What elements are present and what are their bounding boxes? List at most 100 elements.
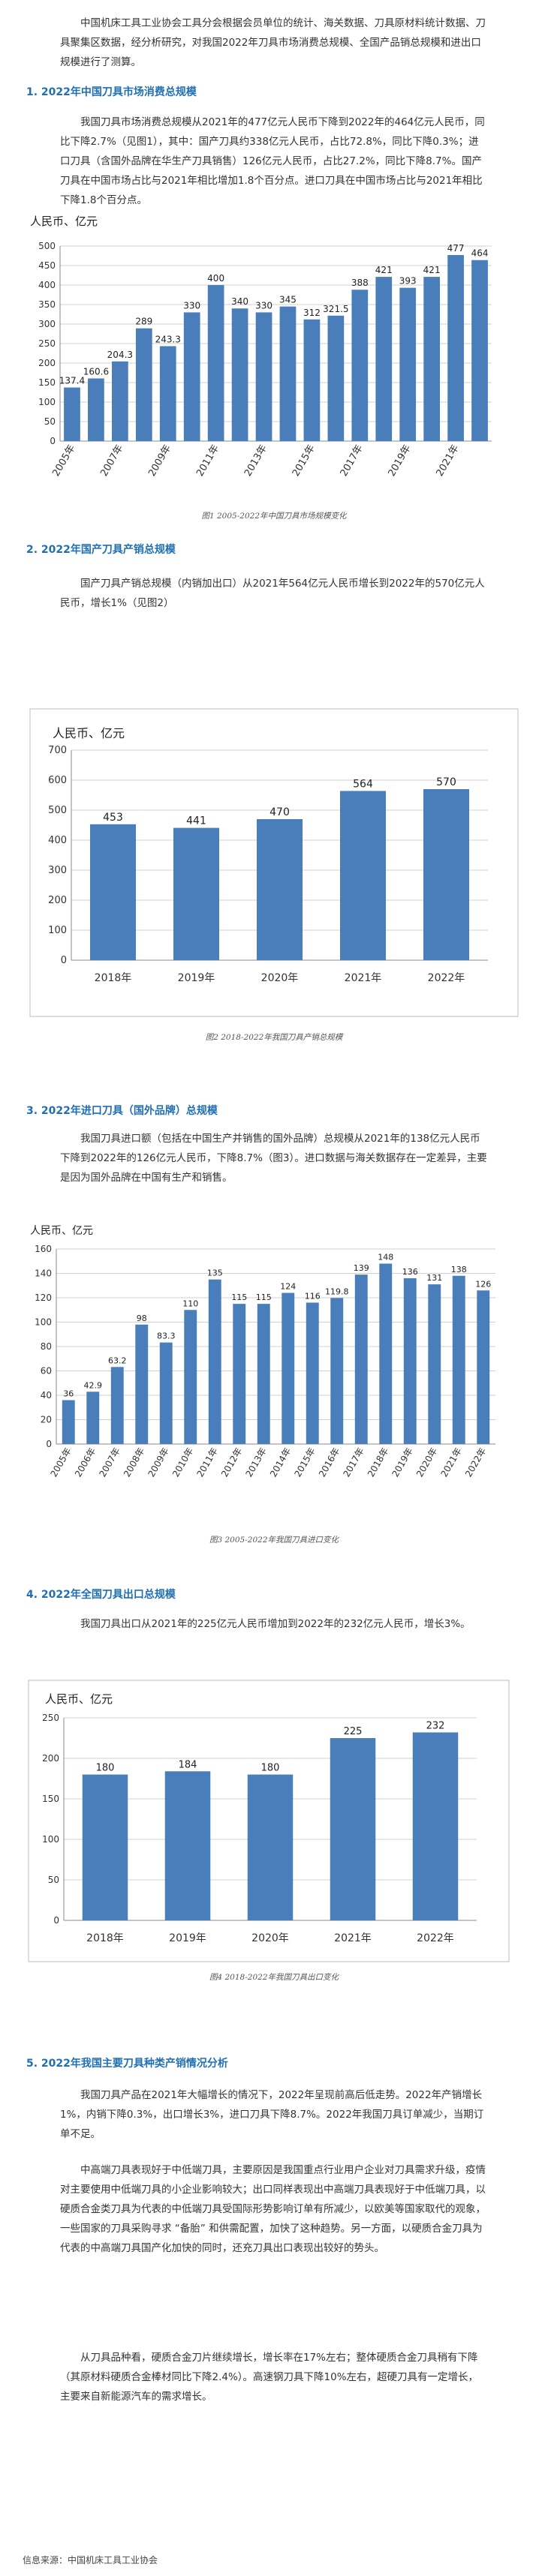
y-tick-label: 0 <box>53 1915 59 1926</box>
y-tick-label: 100 <box>38 397 56 407</box>
bar <box>159 346 176 441</box>
bar-value-label: 321.5 <box>323 304 348 314</box>
y-tick-label: 140 <box>35 1268 52 1279</box>
bar <box>135 1324 149 1444</box>
bar-value-label: 115 <box>231 1293 247 1302</box>
chart-production-sales: 人民币、亿元 0 100 200 300 400 500 600 700 453 2018年 441 2… <box>29 708 519 1017</box>
bar <box>208 1279 221 1444</box>
bar <box>256 819 303 960</box>
bar <box>330 1298 344 1444</box>
y-tick-label: 50 <box>48 1875 59 1885</box>
x-tick-label: 2013年 <box>242 443 269 479</box>
bar-value-label: 393 <box>399 276 417 287</box>
x-tick-label: 2021年 <box>435 443 462 479</box>
section-5-heading: 5. 2022年我国主要刀具种类产销情况分析 <box>26 2058 228 2070</box>
x-tick-label: 2020年 <box>414 1446 439 1479</box>
y-tick-label: 250 <box>38 338 56 349</box>
x-tick-label: 2021年 <box>438 1446 463 1479</box>
bar <box>330 1738 376 1920</box>
bar-value-label: 115 <box>256 1293 272 1302</box>
bar-value-label: 453 <box>103 812 123 824</box>
x-tick-label: 2019年 <box>169 1932 206 1944</box>
bar <box>327 315 345 441</box>
x-tick-label: 2022年 <box>463 1446 488 1479</box>
bar <box>231 308 248 441</box>
bar-value-label: 148 <box>378 1253 393 1262</box>
bar-value-label: 124 <box>280 1282 296 1292</box>
y-tick-label: 200 <box>42 1753 59 1764</box>
section-4-heading: 4. 2022年全国刀具出口总规模 <box>26 1589 176 1601</box>
bar <box>428 1284 441 1444</box>
y-tick-label: 0 <box>46 1439 52 1449</box>
bar <box>471 260 488 441</box>
bar-value-label: 110 <box>182 1299 198 1308</box>
section-4-paragraph: 我国刀具出口从2021年的225亿元人民币增加到2022年的232亿元人民币，增… <box>80 1618 471 1630</box>
bar <box>112 361 128 441</box>
x-tick-label: 2007年 <box>98 443 125 479</box>
y-tick-label: 160 <box>35 1244 52 1254</box>
y-tick-label: 400 <box>48 835 67 846</box>
bar <box>159 1342 173 1444</box>
bar <box>354 1274 368 1444</box>
x-tick-label: 2011年 <box>194 443 221 479</box>
x-tick-label: 2018年 <box>86 1932 124 1944</box>
bar <box>255 312 272 441</box>
y-tick-label: 150 <box>42 1794 59 1804</box>
bar <box>233 1304 246 1444</box>
y-tick-label: 150 <box>38 377 56 388</box>
bar <box>164 1771 211 1920</box>
section-5-paragraph-2: 中高端刀具表现好于中低端刀具，主要原因是我国重点行业用户企业对刀具需求升级，疫情… <box>60 2164 486 2254</box>
x-tick-label: 2009年 <box>146 1446 170 1479</box>
section-3-heading: 3. 2022年进口刀具（国外品牌）总规模 <box>26 1105 218 1117</box>
y-tick-label: 0 <box>61 955 67 966</box>
x-tick-label: 2022年 <box>417 1932 454 1944</box>
chart-imports: 人民币、亿元 0 20 40 60 80 100 120 140 160 36 2005年 42.9 20… <box>30 1225 495 1479</box>
section-1-heading: 1. 2022年中国刀具市场消费总规模 <box>26 86 197 98</box>
bar-value-label: 345 <box>279 295 297 305</box>
x-tick-label: 2021年 <box>345 972 382 984</box>
bar-value-label: 139 <box>354 1263 369 1273</box>
bar-value-label: 119.8 <box>325 1286 349 1296</box>
y-tick-label: 300 <box>48 865 67 876</box>
x-tick-label: 2022年 <box>428 972 465 984</box>
bar <box>375 277 393 441</box>
bar-value-label: 232 <box>426 1720 445 1731</box>
x-tick-label: 2017年 <box>339 443 366 479</box>
bar <box>423 789 470 960</box>
bar-value-label: 131 <box>426 1273 442 1283</box>
bar-value-label: 330 <box>183 300 200 311</box>
y-axis-label: 人民币、亿元 <box>30 215 98 228</box>
bar-value-label: 470 <box>269 806 290 818</box>
chart-frame <box>29 708 519 1017</box>
bar-value-label: 180 <box>261 1763 280 1774</box>
chart-4-caption: 图4 2018-2022年我国刀具出口变化 <box>209 1973 339 1982</box>
bar-value-label: 63.2 <box>108 1356 127 1365</box>
bar-value-label: 388 <box>351 278 369 288</box>
intro-paragraph: 中国机床工具工业协会工具分会根据会员单位的统计、海关数据、刀具原材料统计数据、刀… <box>60 17 486 68</box>
x-tick-label: 2006年 <box>73 1446 98 1479</box>
bar-value-label: 225 <box>344 1726 363 1737</box>
bar-value-label: 180 <box>96 1763 115 1774</box>
y-tick-label: 200 <box>48 895 67 906</box>
y-tick-label: 300 <box>38 319 56 329</box>
bar-value-label: 36 <box>63 1389 74 1399</box>
bar <box>303 319 321 441</box>
y-tick-label: 500 <box>48 805 67 816</box>
y-axis-label: 人民币、亿元 <box>53 726 125 740</box>
bar <box>86 1392 100 1444</box>
source-note: 信息来源：中国机床工具工业协会 <box>23 2555 158 2565</box>
bar <box>247 1774 294 1920</box>
x-tick-label: 2009年 <box>146 443 173 479</box>
y-tick-label: 350 <box>38 299 56 310</box>
y-axis-label: 人民币、亿元 <box>45 1692 113 1706</box>
bar <box>306 1302 319 1444</box>
y-tick-label: 400 <box>38 280 56 290</box>
chart-1-caption: 图1 2005-2022年中国刀具市场规模变化 <box>201 512 347 521</box>
y-tick-label: 600 <box>48 775 67 786</box>
bar-value-label: 116 <box>305 1292 321 1302</box>
y-tick-label: 50 <box>44 416 56 427</box>
x-tick-label: 2019年 <box>390 1446 414 1479</box>
x-tick-label: 2005年 <box>48 1446 73 1479</box>
chart-frame <box>28 1680 510 1962</box>
x-tick-label: 2018年 <box>366 1446 390 1479</box>
